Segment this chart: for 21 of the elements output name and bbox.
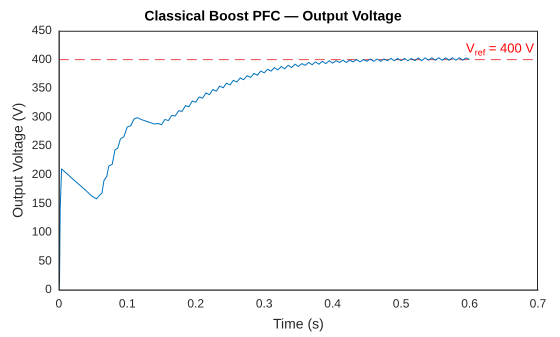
x-tick-label: 0.2 — [187, 296, 204, 310]
y-tick-label: 100 — [32, 224, 52, 239]
x-tick-label: 0.6 — [461, 296, 478, 310]
x-tick-label: 0.1 — [118, 296, 136, 310]
x-tick-label: 0.5 — [392, 296, 410, 310]
y-tick-label: 200 — [32, 167, 52, 181]
y-tick-label: 50 — [38, 253, 52, 268]
x-axis-title: Time (s) — [273, 315, 324, 332]
y-tick-label: 0 — [45, 282, 52, 296]
y-tick-label: 350 — [32, 80, 52, 95]
x-tick-label: 0.7 — [530, 296, 547, 310]
chart-title: Classical Boost PFC — Output Voltage — [144, 7, 402, 24]
x-tick-label: 0.4 — [324, 296, 342, 310]
y-axis-title: Output Voltage (V) — [9, 102, 26, 218]
y-tick-label: 450 — [32, 23, 52, 38]
y-tick-label: 400 — [32, 52, 52, 66]
x-tick-label: 0 — [55, 296, 62, 310]
y-tick-label: 150 — [32, 196, 52, 210]
x-tick-label: 0.3 — [256, 296, 273, 310]
y-tick-label: 250 — [32, 138, 52, 152]
y-tick-label: 300 — [32, 109, 52, 124]
